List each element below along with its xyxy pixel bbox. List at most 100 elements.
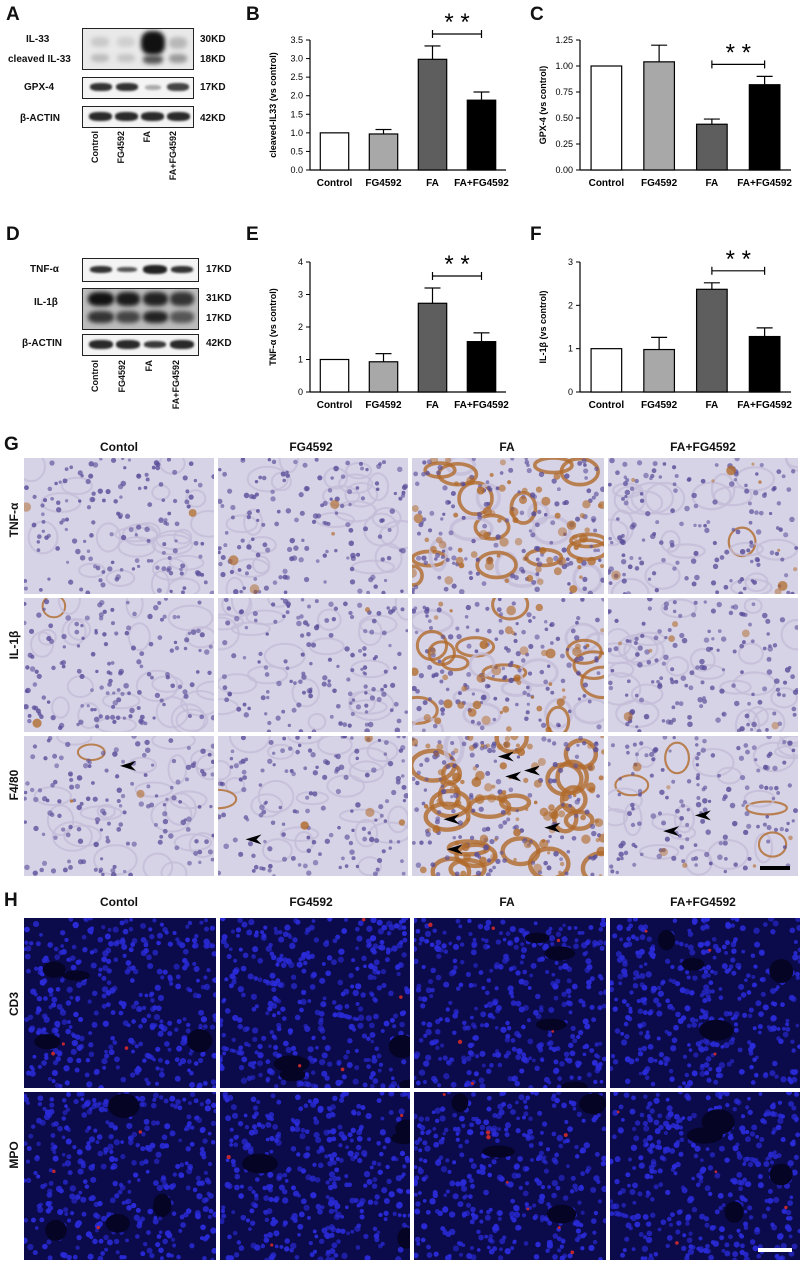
nucleus	[227, 691, 233, 697]
nucleus	[174, 521, 180, 527]
nucleus	[324, 618, 330, 623]
nucleus	[362, 671, 366, 675]
dapi-nucleus	[164, 930, 169, 935]
dapi-nucleus	[274, 1244, 279, 1249]
nucleus	[659, 676, 664, 681]
nucleus	[220, 555, 226, 561]
nucleus	[267, 846, 273, 852]
nucleus	[119, 495, 123, 499]
bar	[466, 99, 497, 171]
dapi-nucleus	[700, 949, 707, 955]
nucleus	[440, 517, 444, 521]
dapi-nucleus	[699, 1065, 705, 1071]
nucleus	[429, 510, 435, 516]
nucleus	[724, 549, 730, 555]
nucleus	[364, 691, 368, 695]
nucleus	[41, 512, 45, 517]
dapi-nucleus	[210, 1227, 217, 1234]
dapi-nucleus	[321, 1052, 328, 1059]
dapi-nucleus	[627, 1016, 633, 1022]
dapi-nucleus	[703, 1061, 710, 1068]
nucleus	[293, 459, 298, 465]
nucleus	[447, 634, 454, 640]
nucleus	[41, 832, 46, 837]
dapi-nucleus	[110, 1035, 115, 1041]
tissue-background	[218, 458, 408, 594]
tubule	[37, 628, 57, 646]
bar	[643, 348, 676, 393]
nucleus	[76, 804, 82, 811]
dapi-nucleus	[507, 941, 512, 946]
dapi-nucleus	[486, 978, 492, 983]
nucleus	[296, 620, 302, 627]
dapi-nucleus	[125, 960, 132, 966]
nucleus	[291, 555, 298, 561]
nucleus	[397, 466, 403, 473]
nucleus	[638, 697, 645, 703]
nucleus	[651, 757, 656, 762]
dapi-nucleus	[75, 995, 81, 1001]
brown-stain	[480, 743, 485, 748]
nucleus	[323, 521, 329, 526]
nucleus	[123, 869, 127, 874]
nucleus	[679, 799, 684, 804]
dapi-nucleus	[182, 1017, 187, 1022]
dapi-nucleus	[189, 1243, 195, 1249]
dapi-nucleus	[330, 1226, 337, 1233]
brown-stain	[562, 695, 567, 700]
nucleus	[136, 524, 142, 530]
dapi-nucleus	[435, 1045, 440, 1051]
nucleus	[489, 838, 495, 845]
dapi-nucleus	[205, 1099, 211, 1105]
dapi-nucleus	[30, 1124, 36, 1129]
nucleus	[144, 747, 151, 754]
nucleus	[717, 773, 721, 778]
dapi-nucleus	[634, 1057, 640, 1062]
ihc-texture	[396, 588, 627, 744]
nucleus	[306, 870, 312, 876]
nucleus	[442, 512, 446, 516]
dapi-nucleus	[271, 954, 277, 961]
dapi-nucleus	[98, 967, 103, 972]
dapi-nucleus	[130, 978, 135, 983]
dapi-nucleus	[131, 1049, 135, 1054]
ihc-texture	[22, 583, 232, 735]
dapi-nucleus	[264, 1217, 270, 1223]
dapi-nucleus	[593, 1210, 599, 1216]
brown-stain	[547, 851, 551, 855]
tubule	[169, 790, 208, 810]
dapi-nucleus	[556, 1084, 562, 1089]
nucleus	[184, 499, 190, 505]
brown-stain	[466, 818, 470, 822]
dapi-nucleus	[598, 927, 604, 932]
dapi-nucleus	[385, 1164, 390, 1170]
nucleus	[200, 748, 206, 754]
nucleus	[112, 700, 119, 706]
dapi-nucleus	[71, 1039, 79, 1047]
brown-stain	[398, 819, 406, 826]
dapi-nucleus	[739, 925, 746, 932]
dapi-nucleus	[32, 1054, 37, 1059]
nucleus	[671, 705, 676, 710]
brown-stain	[587, 743, 593, 749]
nucleus	[162, 828, 168, 834]
dapi-nucleus	[782, 1031, 789, 1038]
dapi-nucleus	[237, 917, 243, 924]
dapi-nucleus	[231, 1210, 236, 1215]
dapi-nucleus	[155, 1081, 159, 1086]
nucleus	[354, 748, 360, 754]
dapi-nucleus	[175, 1099, 181, 1105]
dapi-nucleus	[267, 1006, 273, 1012]
nucleus	[254, 492, 259, 497]
nucleus	[423, 560, 428, 566]
brown-stain	[484, 783, 493, 792]
nucleus	[393, 701, 399, 707]
dapi-nucleus	[144, 1125, 150, 1132]
nucleus	[623, 500, 629, 506]
nucleus	[244, 571, 249, 576]
nucleus	[200, 541, 205, 546]
nucleus	[443, 586, 449, 592]
nucleus	[465, 604, 471, 611]
lane-label-fafg-d: FA+FG4592	[171, 360, 181, 410]
nucleus	[411, 685, 417, 692]
